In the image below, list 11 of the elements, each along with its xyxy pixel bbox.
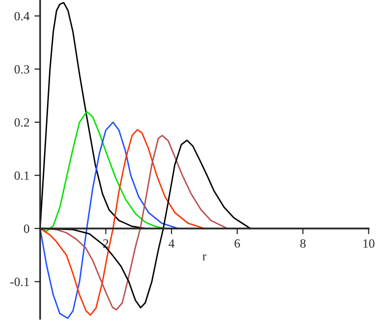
y-tick-label: 0.3 — [14, 65, 30, 74]
x-tick-label: 8 — [300, 239, 306, 248]
y-tick-label: 0.4 — [14, 12, 30, 20]
y-tick-label: 0.2 — [14, 118, 30, 127]
y-tick-label: -0.1 — [10, 278, 29, 286]
x-tick-label: 4 — [168, 239, 174, 248]
x-axis-title: r — [202, 254, 206, 260]
y-tick-label: 0 — [24, 224, 30, 233]
y-tick-label: 0.1 — [14, 171, 29, 180]
x-tick-label: 10 — [363, 239, 374, 248]
x-tick-label: 6 — [234, 239, 240, 248]
